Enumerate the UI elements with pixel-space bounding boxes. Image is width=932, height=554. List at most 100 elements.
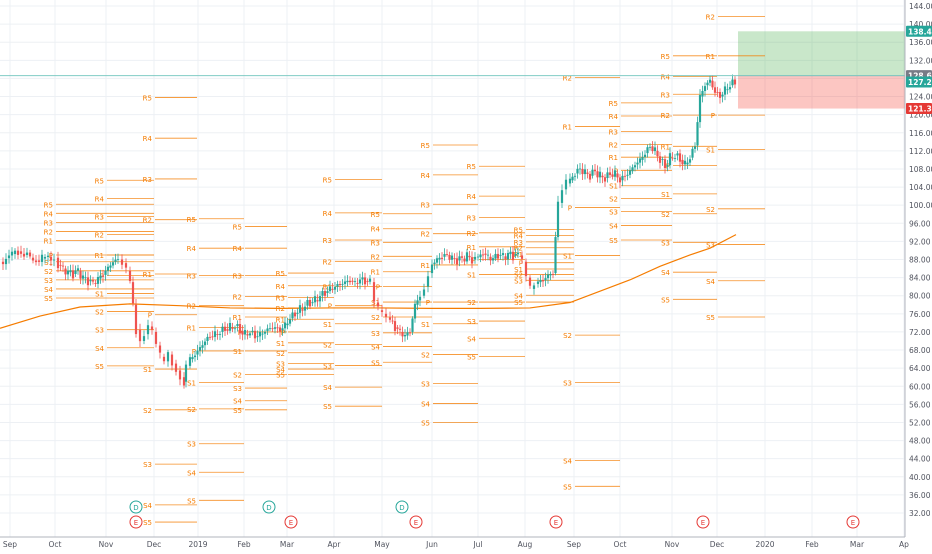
candle[interactable] [564, 179, 568, 190]
candle[interactable] [1, 261, 5, 265]
candle[interactable] [603, 177, 607, 182]
candle[interactable] [586, 172, 589, 174]
candle[interactable] [99, 275, 102, 279]
candle[interactable] [331, 288, 334, 290]
candle[interactable] [59, 264, 62, 266]
candle[interactable] [693, 146, 697, 149]
candle[interactable] [453, 258, 456, 259]
candle[interactable] [316, 300, 319, 302]
earnings-marker[interactable] [284, 515, 298, 529]
candle[interactable] [211, 336, 214, 338]
earnings-marker[interactable] [696, 515, 710, 529]
candle[interactable] [728, 87, 732, 90]
candle[interactable] [4, 258, 8, 265]
candle[interactable] [496, 253, 500, 259]
candle[interactable] [311, 302, 314, 304]
candle[interactable] [593, 169, 597, 172]
candle[interactable] [101, 275, 105, 277]
candle[interactable] [356, 283, 359, 284]
candle[interactable] [69, 270, 72, 273]
candle[interactable] [46, 255, 50, 257]
candle[interactable] [536, 281, 540, 284]
candle[interactable] [701, 90, 704, 97]
candle[interactable] [111, 262, 115, 266]
candle[interactable] [539, 280, 542, 283]
candle[interactable] [499, 254, 502, 256]
candle[interactable] [733, 79, 737, 85]
candle[interactable] [193, 355, 197, 358]
candle[interactable] [516, 252, 520, 255]
candle[interactable] [458, 256, 461, 261]
candle[interactable] [243, 330, 247, 335]
candle[interactable] [583, 169, 587, 175]
candle[interactable] [524, 261, 528, 277]
candle[interactable] [89, 280, 92, 282]
candle[interactable] [411, 318, 414, 332]
candle[interactable] [641, 157, 644, 160]
earnings-marker[interactable] [409, 515, 423, 529]
candle[interactable] [638, 158, 642, 163]
candle[interactable] [666, 165, 669, 167]
candle[interactable] [676, 153, 679, 156]
candle[interactable] [601, 175, 604, 178]
candle[interactable] [723, 86, 727, 95]
candle[interactable] [576, 168, 579, 174]
candle[interactable] [445, 254, 449, 255]
candle[interactable] [514, 254, 517, 256]
candle[interactable] [308, 300, 312, 307]
candle[interactable] [511, 251, 515, 261]
candle[interactable] [142, 336, 146, 341]
candle[interactable] [40, 254, 44, 262]
candle[interactable] [28, 252, 32, 257]
candle[interactable] [236, 324, 239, 327]
candle[interactable] [25, 252, 29, 255]
candle[interactable] [281, 328, 284, 331]
candle[interactable] [7, 255, 11, 259]
candle[interactable] [696, 122, 699, 146]
candle[interactable] [416, 300, 419, 305]
candle[interactable] [203, 341, 207, 346]
candle[interactable] [10, 251, 14, 256]
candle[interactable] [109, 265, 112, 268]
candle[interactable] [455, 258, 459, 265]
candle[interactable] [150, 326, 154, 330]
candle[interactable] [721, 94, 724, 97]
candle[interactable] [52, 259, 56, 261]
candle[interactable] [396, 327, 399, 329]
candle[interactable] [528, 277, 532, 286]
candle[interactable] [443, 254, 446, 257]
candle[interactable] [66, 270, 70, 275]
candle[interactable] [691, 148, 694, 158]
candle[interactable] [406, 332, 409, 336]
candle[interactable] [276, 327, 279, 329]
candle[interactable] [626, 174, 629, 176]
candle[interactable] [476, 256, 480, 258]
candle[interactable] [628, 170, 632, 175]
candle[interactable] [646, 147, 649, 154]
candle[interactable] [218, 334, 222, 335]
candle[interactable] [170, 354, 174, 366]
candle[interactable] [318, 296, 322, 302]
candle[interactable] [323, 291, 327, 296]
candle[interactable] [703, 86, 707, 91]
candle[interactable] [486, 254, 490, 256]
candle[interactable] [631, 167, 634, 172]
candle[interactable] [273, 327, 277, 329]
candle[interactable] [283, 322, 287, 329]
candle[interactable] [74, 270, 77, 274]
candle[interactable] [509, 251, 512, 255]
candle[interactable] [468, 255, 471, 258]
dividend-marker[interactable] [129, 500, 143, 514]
candle[interactable] [71, 270, 75, 279]
candle[interactable] [706, 82, 709, 86]
candle[interactable] [333, 286, 337, 290]
candle[interactable] [448, 254, 451, 260]
candle[interactable] [479, 254, 482, 258]
candle[interactable] [716, 92, 719, 93]
candle[interactable] [124, 263, 128, 268]
candle[interactable] [19, 251, 23, 254]
candle[interactable] [338, 284, 342, 286]
candle[interactable] [608, 172, 612, 175]
candle[interactable] [636, 162, 639, 165]
